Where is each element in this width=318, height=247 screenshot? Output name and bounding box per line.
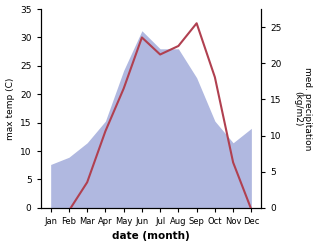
Y-axis label: med. precipitation
(kg/m2): med. precipitation (kg/m2): [293, 67, 313, 150]
X-axis label: date (month): date (month): [112, 231, 190, 242]
Y-axis label: max temp (C): max temp (C): [5, 77, 15, 140]
